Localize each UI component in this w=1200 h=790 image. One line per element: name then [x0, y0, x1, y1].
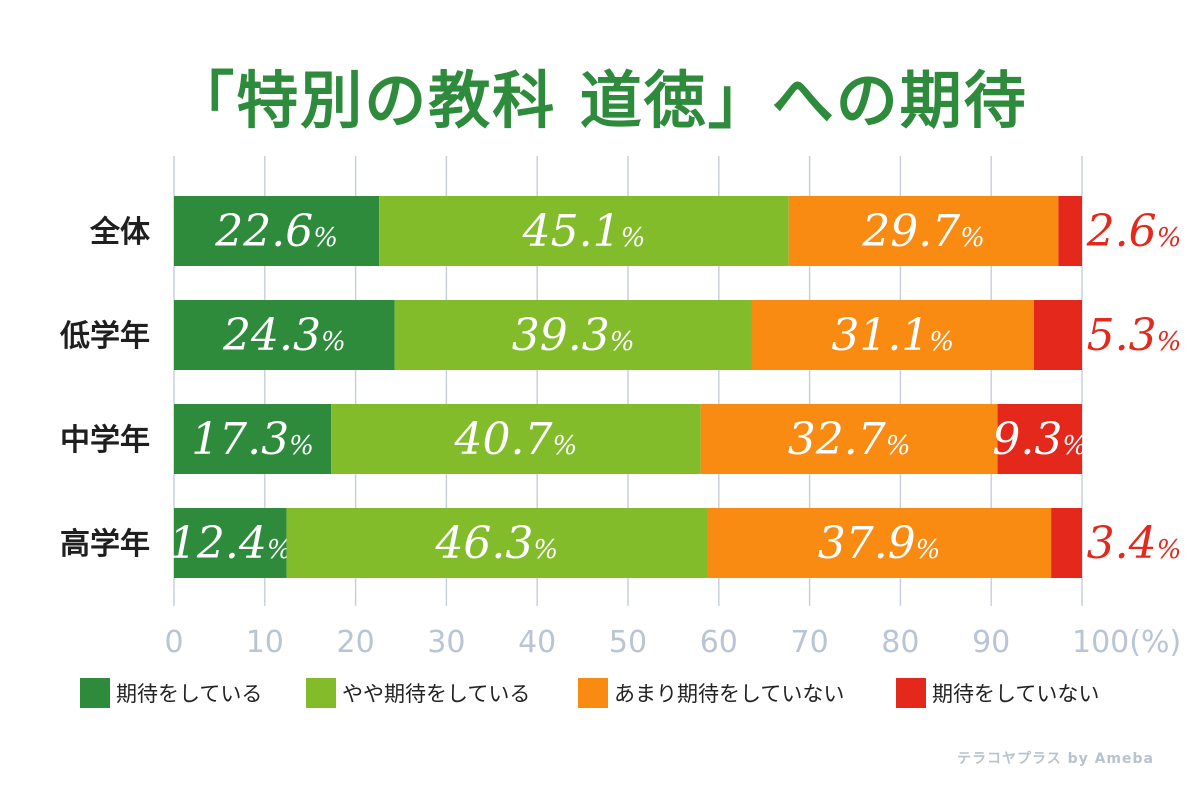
data-label: 24.3% — [222, 310, 346, 361]
category-label: 全体 — [89, 215, 151, 250]
bar-segment — [997, 404, 1082, 474]
x-tick-label: 60 — [700, 625, 738, 660]
bar-segment — [706, 508, 1052, 578]
legend-swatch-not-expect — [896, 678, 926, 708]
x-tick-label: 80 — [881, 625, 919, 660]
data-label: 39.3% — [512, 310, 635, 361]
data-label: 17.3% — [191, 414, 314, 465]
legend-label-somewhat-expect: やや期待をしている — [342, 682, 531, 706]
data-label: 9.3% — [992, 414, 1087, 465]
x-tick-label: 40 — [518, 625, 556, 660]
data-label: 2.6% — [1086, 206, 1182, 257]
data-label: 40.7% — [454, 414, 578, 465]
data-label: 3.4% — [1087, 518, 1182, 569]
data-label: 32.7% — [788, 414, 911, 465]
legend-item-not-expect: 期待をしていない — [896, 676, 1099, 710]
bar-segment — [751, 300, 1034, 370]
legend-item-somewhat-expect: やや期待をしている — [306, 676, 530, 710]
data-label: 5.3% — [1087, 310, 1182, 361]
bar-segment — [788, 196, 1059, 266]
x-tick-label: 0 — [164, 625, 183, 660]
x-tick-label: 20 — [337, 625, 375, 660]
x-tick-label: 100(%) — [1072, 625, 1181, 660]
x-tick-label: 70 — [791, 625, 829, 660]
data-label: 12.4% — [169, 518, 292, 569]
legend-label-not-much: あまり期待をしていない — [614, 682, 845, 706]
chart-legend: 期待をしている やや期待をしている あまり期待をしていない 期待をしていない — [0, 676, 1200, 710]
x-tick-label: 50 — [609, 625, 647, 660]
data-label: 22.6% — [214, 206, 338, 257]
chart-title: 「特別の教科 道徳」への期待 — [172, 64, 1028, 137]
legend-label-expect: 期待をしている — [116, 682, 263, 706]
x-tick-label: 10 — [246, 625, 284, 660]
legend-swatch-expect — [80, 678, 110, 708]
data-label: 45.1% — [522, 206, 646, 257]
bar-segment — [174, 196, 380, 266]
data-label: 31.1% — [831, 310, 954, 361]
bar-segment — [700, 404, 998, 474]
bar-segment — [1051, 508, 1082, 578]
bar-segment — [331, 404, 701, 474]
bar-segment — [1033, 300, 1082, 370]
bar-segment — [174, 508, 287, 578]
category-label: 中学年 — [60, 423, 150, 458]
legend-swatch-not-much — [578, 678, 608, 708]
bar-segment — [379, 196, 789, 266]
bar-segment — [286, 508, 707, 578]
bar-segment — [174, 300, 395, 370]
legend-item-expect: 期待をしている — [80, 676, 262, 710]
bar-segment — [394, 300, 752, 370]
legend-swatch-somewhat-expect — [306, 678, 336, 708]
bar-segment — [174, 404, 332, 474]
bar-segment — [1058, 196, 1082, 266]
category-label: 低学年 — [59, 319, 150, 354]
data-label: 29.7% — [861, 206, 985, 257]
data-label: 37.9% — [818, 518, 941, 569]
x-tick-label: 30 — [427, 625, 465, 660]
category-label: 高学年 — [60, 527, 150, 562]
x-tick-label: 90 — [972, 625, 1010, 660]
watermark-logo: テラコヤプラス by Ameba — [956, 751, 1154, 767]
legend-item-not-much: あまり期待をしていない — [578, 676, 844, 710]
legend-label-not-expect: 期待をしていない — [932, 682, 1100, 706]
data-label: 46.3% — [434, 518, 558, 569]
